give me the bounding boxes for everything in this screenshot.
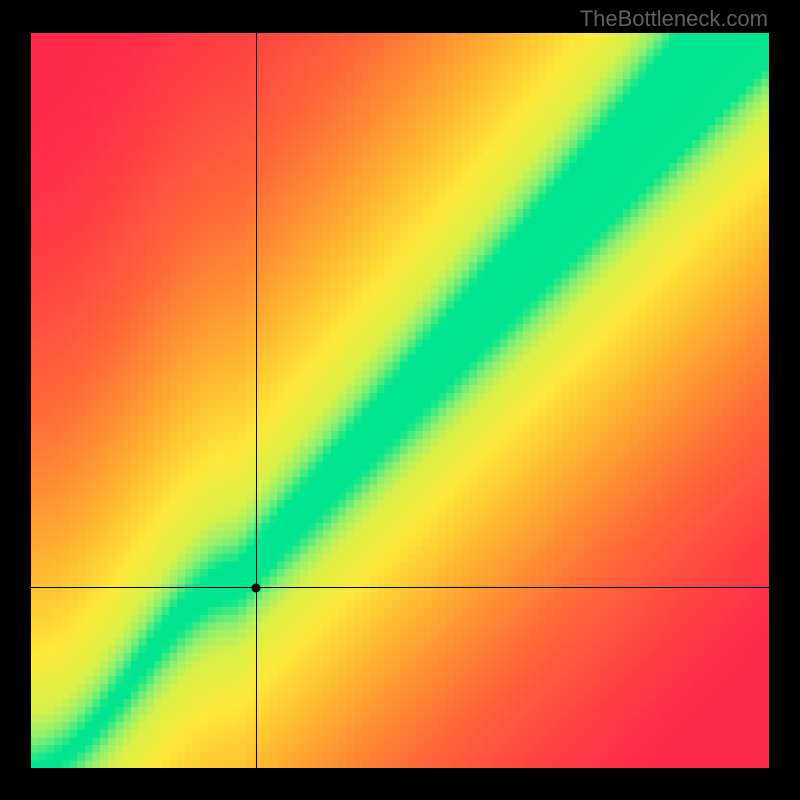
crosshair-marker bbox=[252, 583, 261, 592]
crosshair-vertical bbox=[256, 33, 257, 768]
bottleneck-heatmap bbox=[31, 33, 769, 768]
crosshair-horizontal bbox=[31, 587, 769, 588]
watermark-text: TheBottleneck.com bbox=[580, 6, 768, 32]
